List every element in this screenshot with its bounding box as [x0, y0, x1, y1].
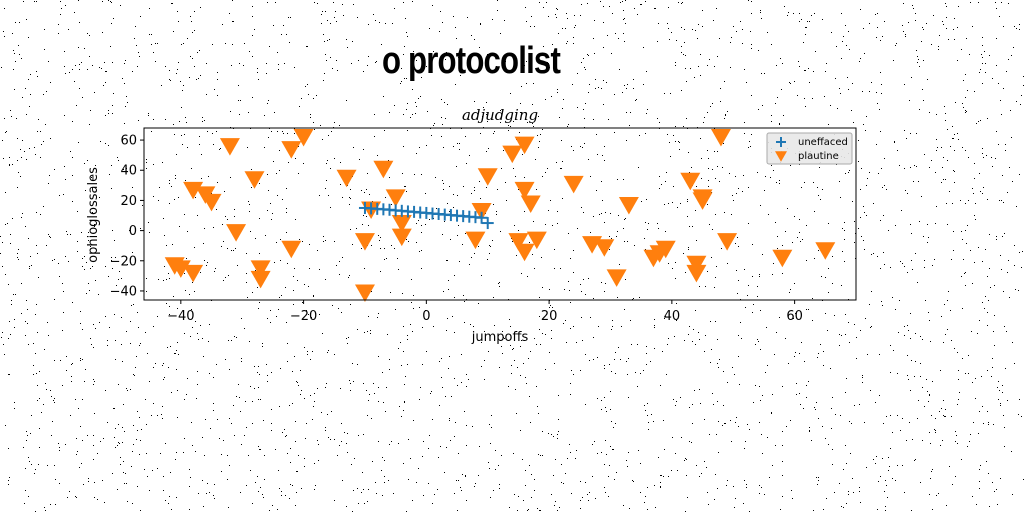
data-point-plautine	[465, 231, 486, 250]
data-point-plautine	[680, 172, 701, 191]
data-point-plautine	[520, 195, 541, 213]
data-point-plautine	[471, 202, 492, 221]
data-point-plautine	[655, 240, 676, 259]
data-point-plautine	[508, 233, 529, 251]
data-point-plautine	[385, 189, 406, 207]
data-point-plautine	[502, 145, 523, 164]
data-point-plautine	[618, 196, 639, 215]
data-point-plautine	[281, 141, 302, 159]
x-tick-label: 20	[541, 309, 558, 324]
data-point-plautine	[250, 260, 271, 278]
x-tick-label: 60	[786, 309, 803, 324]
data-point-plautine	[772, 249, 793, 268]
figure-title: o protocolist	[381, 40, 561, 82]
data-point-plautine	[606, 269, 627, 287]
data-point-plautine	[514, 243, 535, 262]
y-tick-label: 20	[120, 194, 137, 209]
legend-label-uneffaced: uneffaced	[798, 137, 848, 148]
legend-marker-uneffaced	[776, 137, 786, 147]
y-axis: −40 −20 0 20 40 60	[110, 134, 144, 299]
y-axis-label: ophioglossales	[86, 167, 101, 263]
data-point-plautine	[391, 215, 412, 233]
data-point-plautine	[594, 239, 615, 257]
data-point-plautine	[710, 129, 731, 147]
data-point-plautine	[692, 189, 713, 207]
data-point-plautine	[686, 264, 707, 283]
data-point-plautine	[477, 168, 498, 186]
data-point-plautine	[281, 240, 302, 259]
legend-box	[766, 132, 853, 165]
data-point-uneffaced	[475, 211, 488, 224]
data-point-uneffaced	[481, 217, 494, 230]
data-point-plautine	[354, 233, 375, 251]
triangle-down-icon	[775, 151, 787, 162]
data-point-plautine	[226, 224, 247, 242]
data-point-plautine	[526, 231, 547, 250]
data-point-plautine	[514, 136, 535, 155]
plus-icon	[776, 137, 786, 147]
data-point-plautine	[686, 255, 707, 274]
data-point-plautine	[183, 181, 204, 200]
data-point-plautine	[219, 138, 240, 156]
chart-title: adjudging	[462, 106, 538, 124]
data-point-plautine	[815, 242, 836, 260]
data-point-plautine	[391, 228, 412, 247]
y-tick-label: 60	[120, 134, 137, 149]
data-point-plautine	[170, 260, 191, 278]
data-point-plautine	[336, 169, 357, 188]
x-axis-label: jumpoffs	[471, 330, 529, 345]
legend-marker-plautine	[775, 151, 787, 162]
legend-label-plautine: plautine	[798, 151, 839, 162]
series-layer	[164, 129, 836, 302]
y-tick-label: 0	[129, 224, 137, 239]
data-point-plautine	[244, 171, 265, 189]
legend: uneffaced plautine	[766, 132, 853, 165]
data-point-plautine	[293, 129, 314, 147]
data-point-plautine	[183, 264, 204, 283]
data-point-plautine	[250, 270, 271, 289]
y-tick-label: −20	[110, 254, 137, 269]
x-tick-label: −40	[167, 309, 194, 324]
data-point-plautine	[373, 160, 394, 179]
x-axis: −40 −20 0 20 40 60	[167, 300, 803, 324]
plot-frame	[143, 127, 857, 301]
y-tick-label: −40	[110, 284, 137, 299]
x-tick-label: 0	[422, 309, 430, 324]
data-point-plautine	[563, 175, 584, 194]
y-tick-label: 40	[120, 164, 137, 179]
data-point-plautine	[717, 233, 738, 251]
data-point-plautine	[514, 181, 535, 200]
x-tick-label: 40	[664, 309, 681, 324]
data-point-plautine	[354, 284, 375, 302]
data-point-plautine	[201, 193, 222, 212]
x-tick-label: −20	[290, 309, 317, 324]
